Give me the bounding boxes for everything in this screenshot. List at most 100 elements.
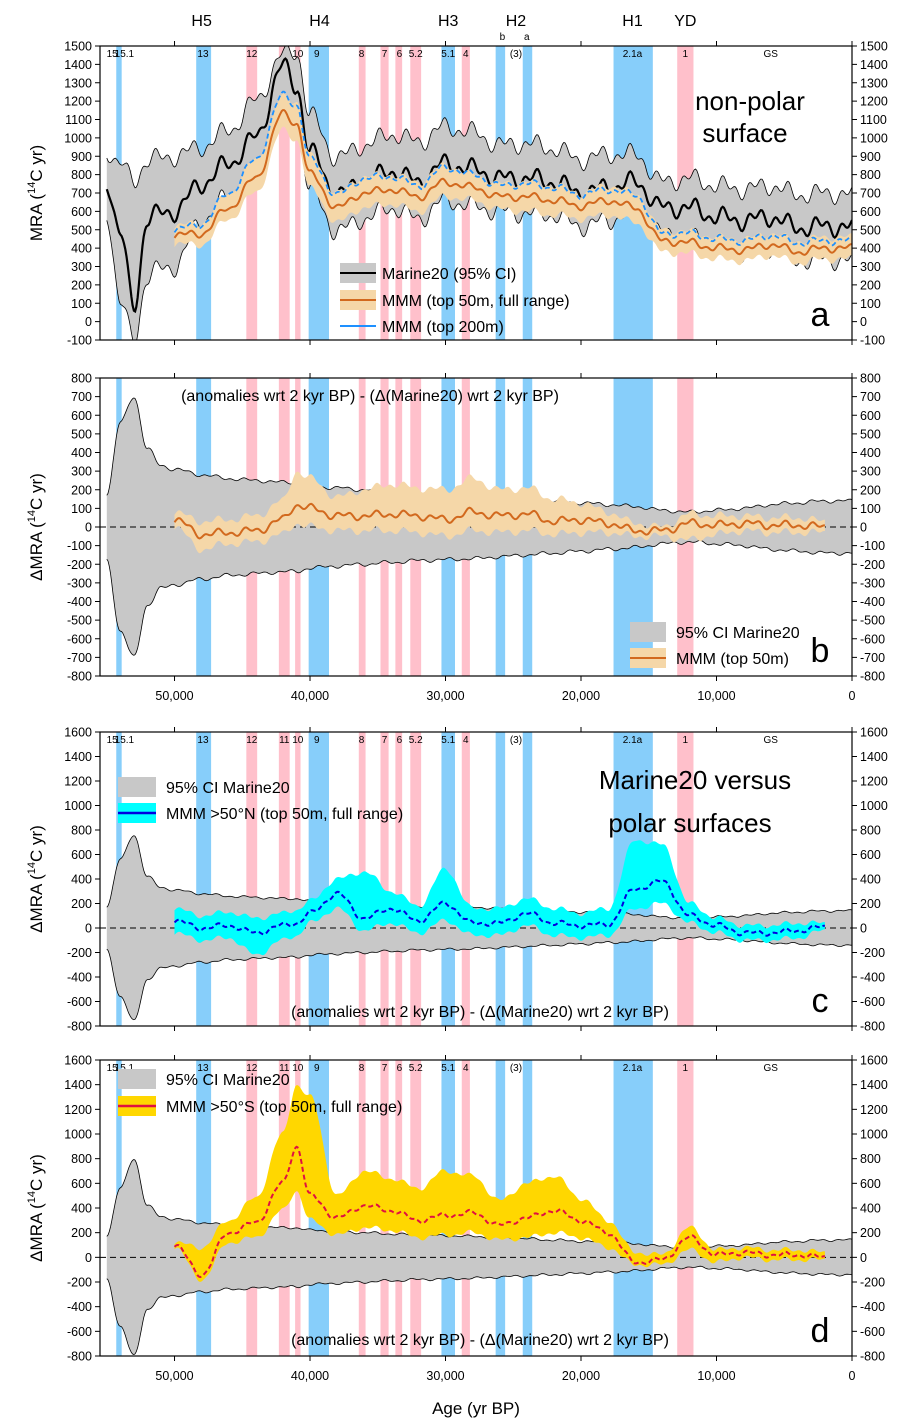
y-tick-label-left: -100 <box>67 539 92 553</box>
marine20-ci-upper <box>106 46 852 206</box>
legend-swatch <box>118 1069 156 1089</box>
y-tick-label-right: -600 <box>860 1325 885 1339</box>
legend-label: MMM (top 50m, full range) <box>382 293 570 310</box>
legend-c: 95% CI Marine20 MMM >50°N (top 50m, full … <box>118 777 403 823</box>
legend-label: 95% CI Marine20 <box>166 1072 290 1089</box>
stage-label: 15 <box>107 49 119 60</box>
interstadial-band <box>380 732 389 1026</box>
y-tick-label-left: 1600 <box>64 1054 92 1068</box>
stage-label: 4 <box>463 49 469 60</box>
y-tick-label-right: 300 <box>860 260 881 274</box>
y-tick-label-right: -600 <box>860 995 885 1009</box>
stage-label: 6 <box>397 49 403 60</box>
stage-label: 4 <box>463 735 469 746</box>
stage-label: 2.1a <box>623 49 643 60</box>
y-tick-label-left: 300 <box>71 465 92 479</box>
stage-label: 12 <box>246 735 258 746</box>
y-tick-label-right: -800 <box>860 670 885 684</box>
mmm-range-band <box>174 471 825 554</box>
stage-label: 5.2 <box>409 49 423 60</box>
stage-label: 7 <box>382 49 388 60</box>
y-tick-label-right: 600 <box>860 205 881 219</box>
y-tick-label-left: -200 <box>67 946 92 960</box>
y-tick-label-left: 1200 <box>64 1103 92 1117</box>
stage-label: 1 <box>683 1063 689 1074</box>
interstadial-band <box>677 732 694 1026</box>
interstadial-band <box>278 46 290 340</box>
stage-label: 11 <box>279 735 290 746</box>
y-tick-label-right: 0 <box>860 922 867 936</box>
interstadial-band <box>295 46 301 340</box>
y-tick-label-left: 600 <box>71 1177 92 1191</box>
y-tick-label-left: -700 <box>67 651 92 665</box>
marine20-median-line <box>105 57 852 314</box>
annotation: (anomalies wrt 2 kyr BP) - (Δ(Marine20) … <box>291 1332 669 1349</box>
y-tick-label-left: 1000 <box>64 799 92 813</box>
legend-label: 95% CI Marine20 <box>676 625 800 642</box>
annotation-title: polar surfaces <box>608 808 771 838</box>
y-tick-label-left: 200 <box>71 897 92 911</box>
stage-label: 13 <box>197 49 209 60</box>
stage-label: 6 <box>397 735 403 746</box>
y-tick-label-left: -400 <box>67 595 92 609</box>
legend-label: MMM (top 200m) <box>382 319 504 336</box>
y-tick-label-right: -800 <box>860 1350 885 1364</box>
y-tick-label-right: -500 <box>860 614 885 628</box>
stage-label: GS <box>763 735 778 746</box>
stage-label: 1 <box>683 735 689 746</box>
y-tick-label-right: 1400 <box>860 58 888 72</box>
y-tick-label-right: 800 <box>860 372 881 386</box>
stage-label: 15 <box>107 1063 119 1074</box>
x-tick-label: 50,000 <box>155 1369 193 1383</box>
y-axis-label-d: ΔMRA (14C yr) <box>26 1154 46 1262</box>
y-tick-label-right: -200 <box>860 946 885 960</box>
interstadial-band <box>410 732 422 1026</box>
stage-label: (3) <box>510 49 522 60</box>
y-tick-label-left: 600 <box>71 409 92 423</box>
y-tick-label-right: 600 <box>860 409 881 423</box>
y-axis-label-b: ΔMRA (14C yr) <box>26 473 46 581</box>
legend-label: MMM >50°N (top 50m, full range) <box>166 806 403 823</box>
x-tick-label: 50,000 <box>155 689 193 703</box>
y-tick-label-left: 200 <box>71 278 92 292</box>
y-tick-label-left: 200 <box>71 483 92 497</box>
y-tick-label-left: 0 <box>85 521 92 535</box>
y-tick-label-right: 200 <box>860 483 881 497</box>
interstadial-band <box>295 1060 301 1356</box>
stage-label: 5.1 <box>441 49 455 60</box>
y-tick-label-left: 1200 <box>64 95 92 109</box>
y-tick-label-left: 1100 <box>65 113 92 127</box>
event-label-yd: YD <box>674 13 696 30</box>
x-tick-label: 30,000 <box>426 1369 464 1383</box>
y-tick-label-left: 900 <box>71 150 92 164</box>
y-tick-label-right: 600 <box>860 1177 881 1191</box>
stage-label: 8 <box>359 735 365 746</box>
stadial-band <box>522 732 533 1026</box>
y-tick-label-right: -400 <box>860 1300 885 1314</box>
plot-area-b <box>100 378 852 676</box>
y-tick-label-right: 400 <box>860 1202 881 1216</box>
legend-label: MMM (top 50m) <box>676 651 789 668</box>
y-tick-label-right: 1200 <box>860 95 888 109</box>
panel-letter-c: c <box>812 982 829 1020</box>
panel-letter-b: b <box>811 632 830 670</box>
y-tick-label-left: 200 <box>71 1226 92 1240</box>
y-tick-label-left: 0 <box>85 922 92 936</box>
y-tick-label-right: -300 <box>860 576 885 590</box>
stage-label: 9 <box>314 49 320 60</box>
y-tick-label-right: 100 <box>860 502 881 516</box>
y-tick-label-left: -500 <box>67 614 92 628</box>
panel-letter-a: a <box>811 296 830 334</box>
y-tick-label-left: -600 <box>67 632 92 646</box>
event-label-h1: H1 <box>622 13 643 30</box>
marine20-ci-lower <box>106 539 852 656</box>
y-tick-label-right: 1000 <box>860 799 888 813</box>
legend-b: 95% CI Marine20 MMM (top 50m) <box>630 622 800 668</box>
stage-label: 7 <box>382 1063 388 1074</box>
x-tick-label: 20,000 <box>562 689 600 703</box>
y-tick-label-left: 400 <box>71 1202 92 1216</box>
y-tick-label-right: -100 <box>860 334 885 348</box>
event-label-h4: H4 <box>309 13 330 30</box>
y-tick-label-left: -100 <box>67 334 92 348</box>
